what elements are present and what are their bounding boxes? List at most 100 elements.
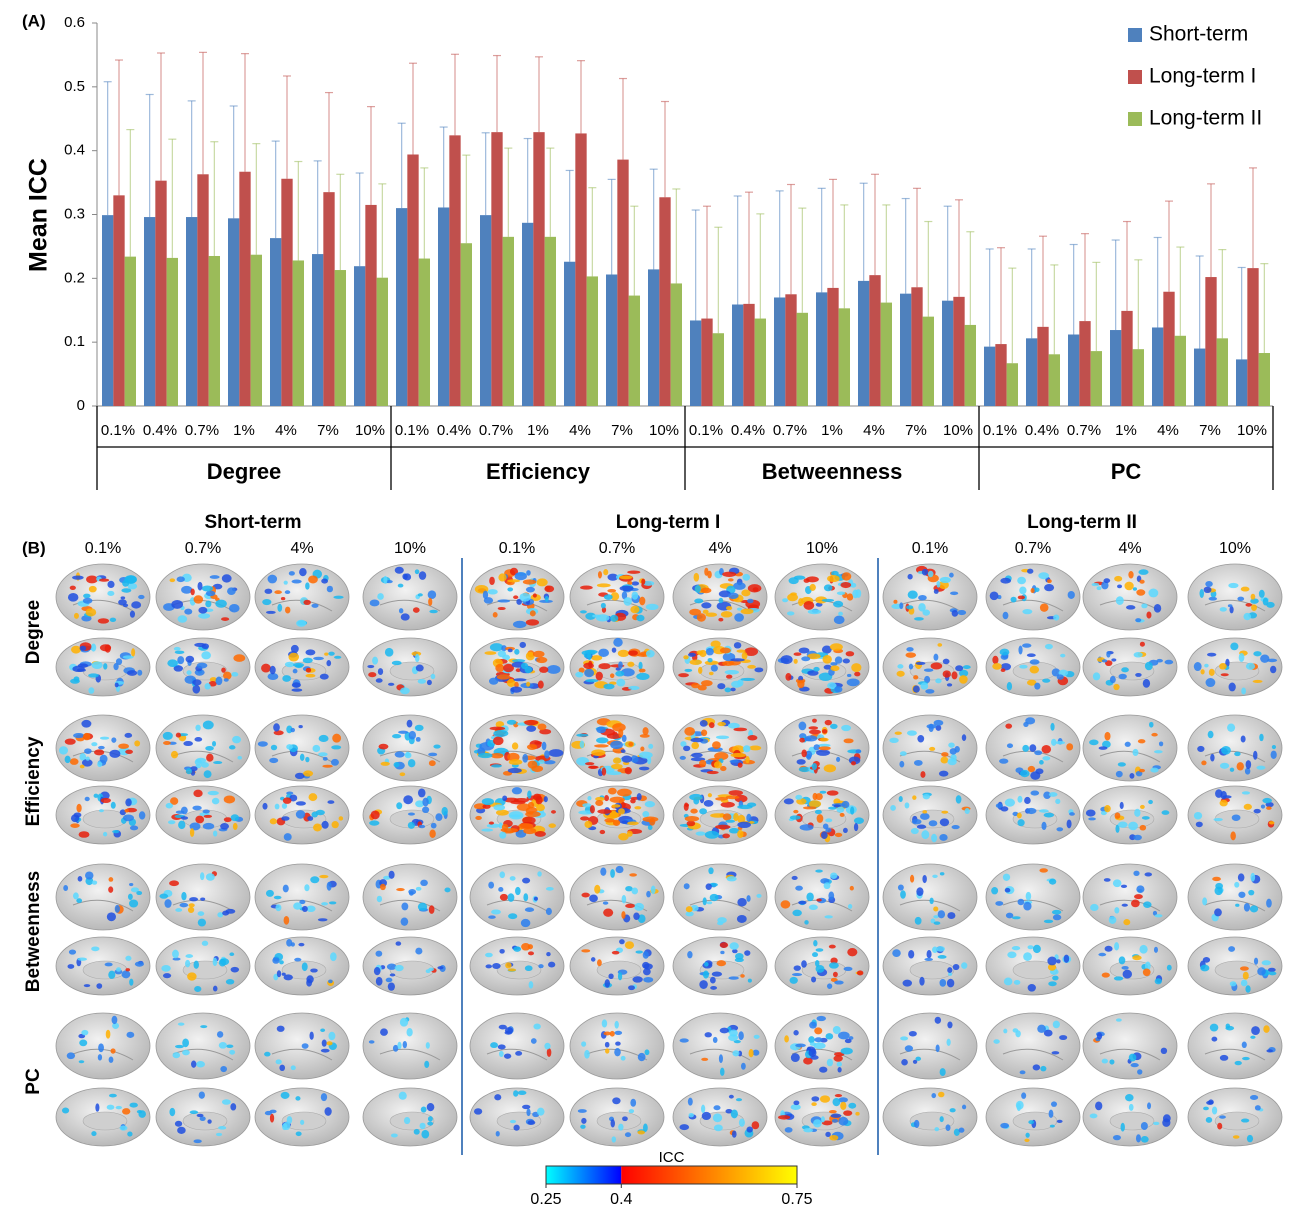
brain-blob — [232, 735, 242, 744]
brain-blob — [172, 1052, 181, 1059]
brain-blob — [995, 803, 1003, 809]
brain-blob — [228, 603, 240, 613]
brain-blob — [707, 657, 713, 663]
brain-blob — [611, 1136, 617, 1143]
brain-blob — [524, 965, 533, 972]
column-title: Short-term — [204, 512, 301, 533]
brain-blob — [780, 900, 791, 909]
brain-blob — [1243, 612, 1252, 621]
brain-blob — [649, 817, 656, 826]
brain-blob — [789, 976, 798, 984]
brain-blob — [637, 914, 646, 924]
brain-blob — [526, 725, 537, 732]
brain-blob — [645, 650, 655, 658]
brain-blob — [401, 902, 409, 911]
error-bar — [546, 147, 555, 237]
brain-blob — [330, 952, 337, 962]
brain-blob — [1051, 1051, 1060, 1055]
brain-blob — [958, 1127, 965, 1133]
brain-blob — [690, 808, 698, 814]
brain-blob — [1066, 743, 1074, 751]
brain-blob — [1239, 966, 1249, 971]
brain-blob — [955, 665, 964, 672]
brain-blob — [1266, 1049, 1273, 1053]
brain-image — [1187, 936, 1283, 996]
brain-blob — [815, 793, 823, 801]
brain-blob — [932, 946, 938, 953]
brain-blob — [104, 962, 113, 967]
brain-blob — [403, 1117, 411, 1125]
brain-sulcus — [486, 899, 548, 912]
brain-blob — [320, 1028, 326, 1033]
y-tick-label: 0 — [77, 397, 85, 414]
brain-image — [469, 1012, 565, 1080]
brain-blob — [1219, 1054, 1229, 1061]
brain-blob — [908, 663, 914, 670]
brain-blob — [1241, 791, 1251, 795]
brain-blob — [819, 1066, 828, 1073]
brain-blob — [368, 1040, 375, 1044]
brain-blob — [205, 590, 216, 597]
brain-blob — [1135, 1134, 1141, 1143]
brain-blob — [512, 659, 526, 663]
brain-blob — [189, 828, 195, 837]
brain-blob — [293, 662, 305, 668]
brain-blob — [551, 810, 556, 814]
brain-blob — [125, 798, 132, 807]
bar — [606, 274, 618, 406]
brain-blob — [621, 591, 628, 600]
error-bar — [775, 190, 784, 298]
brain-blob — [58, 746, 69, 755]
brain-blob — [1049, 1124, 1055, 1128]
brain-blob — [202, 822, 215, 830]
brain-image — [569, 714, 665, 782]
brain-blob — [1251, 604, 1257, 611]
error-bar — [619, 77, 627, 160]
error-bar — [1176, 246, 1185, 336]
brain-blob — [98, 1043, 104, 1053]
brain-blob — [642, 811, 650, 818]
brain-blob — [1261, 960, 1271, 966]
brain-blob — [191, 1060, 197, 1068]
brain-blob — [294, 772, 305, 779]
brain-blob — [823, 882, 831, 890]
brain-blob — [924, 675, 931, 684]
bar — [239, 171, 251, 406]
brain-blob — [257, 741, 268, 747]
brain-blob — [283, 833, 292, 841]
brain-blob — [897, 664, 904, 669]
brain-blob — [684, 668, 693, 672]
brain-blob — [281, 972, 286, 976]
bar — [396, 208, 408, 406]
brain-blob — [742, 745, 751, 753]
brain-blob — [407, 821, 415, 829]
brain-blob — [588, 765, 599, 769]
brain-image — [569, 1012, 665, 1080]
brain-blob — [700, 729, 708, 737]
threshold-label: 0.7% — [1015, 540, 1051, 557]
brain-blob — [369, 820, 380, 826]
brain-blob — [279, 1064, 286, 1072]
brain-blob — [1042, 678, 1051, 683]
error-bar — [145, 93, 154, 218]
brain-blob — [856, 970, 864, 976]
brain-blob — [1265, 802, 1274, 808]
brain-blob — [322, 764, 333, 768]
brain-blob — [393, 762, 400, 768]
brain-blob — [855, 749, 862, 754]
error-bar — [336, 173, 345, 271]
brain-blob — [179, 902, 189, 908]
bar — [911, 287, 923, 406]
brain-blob — [300, 1119, 305, 1125]
brain-blob — [602, 901, 609, 905]
brain-blob — [1019, 769, 1030, 778]
bar — [208, 255, 220, 406]
brain-blob — [1220, 673, 1229, 677]
brain-blob — [77, 957, 87, 961]
brain-blob — [894, 731, 902, 735]
brain-blob — [1096, 586, 1102, 591]
bar — [502, 236, 514, 406]
brain-blob — [91, 946, 100, 952]
brain-blob — [162, 731, 173, 740]
brain-blob — [115, 658, 123, 665]
